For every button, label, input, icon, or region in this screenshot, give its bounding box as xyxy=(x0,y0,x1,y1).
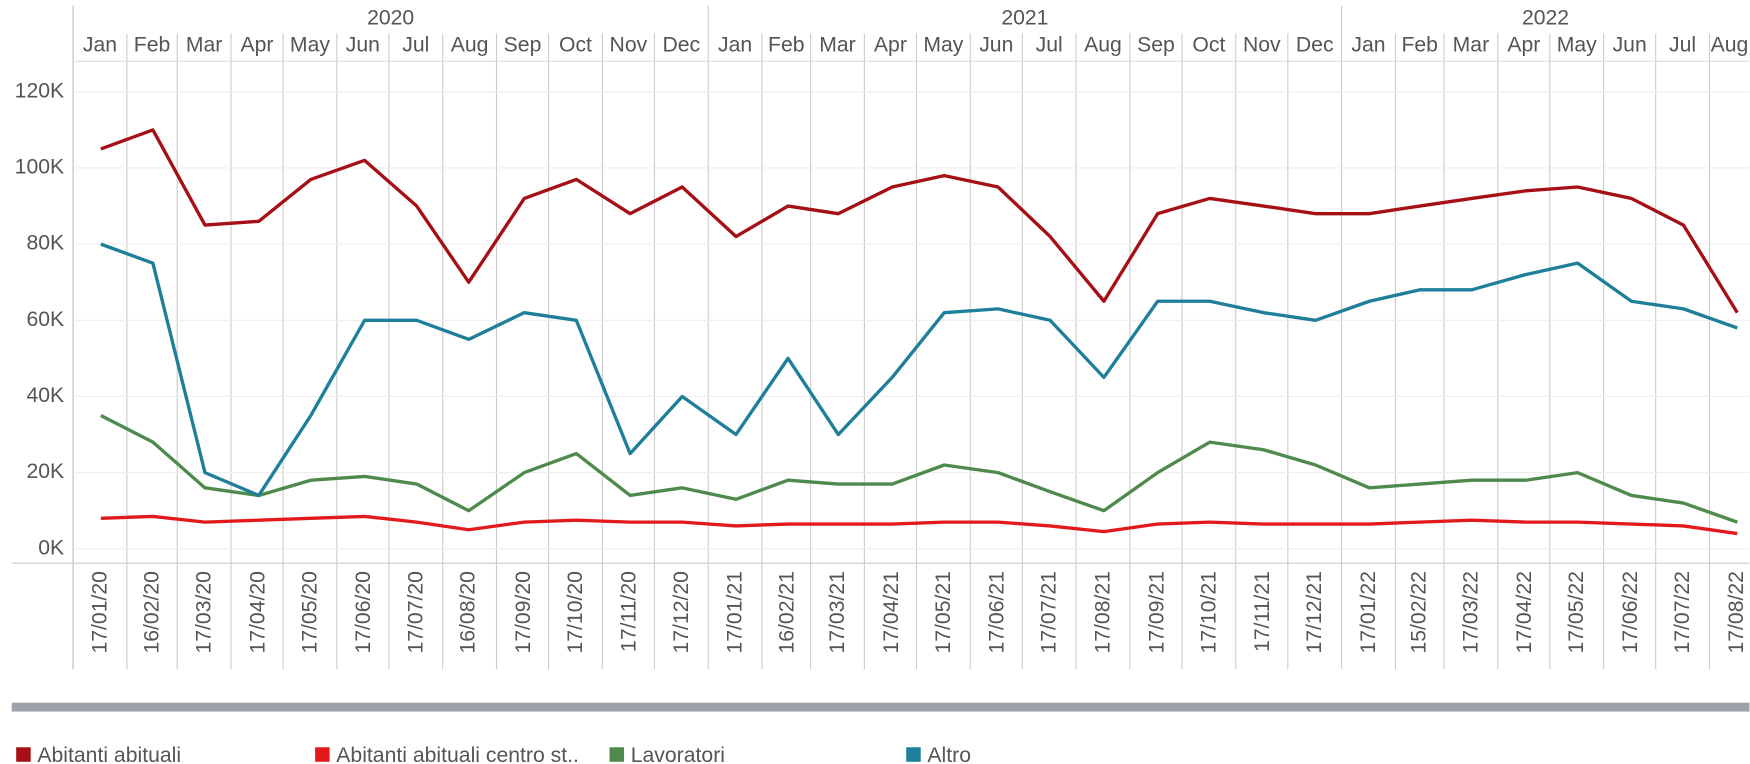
series-line xyxy=(100,242,1738,498)
x-tick-label: 17/03/21 xyxy=(826,571,849,653)
month-label: Mar xyxy=(1453,33,1490,56)
month-label: Mar xyxy=(819,33,856,56)
x-tick-label: 17/06/21 xyxy=(986,571,1009,653)
y-tick-label: 0K xyxy=(38,536,64,559)
x-tick-label: 17/06/20 xyxy=(352,571,375,653)
legend-label: Abitanti abituali xyxy=(37,744,181,764)
year-label: 2022 xyxy=(1522,7,1569,30)
x-tick-label: 17/10/21 xyxy=(1197,571,1220,653)
y-tick-label: 40K xyxy=(26,384,64,407)
month-label: May xyxy=(1557,33,1597,56)
x-tick-label: 17/07/20 xyxy=(404,571,427,653)
x-tick-label: 17/08/21 xyxy=(1091,571,1114,653)
month-label: Sep xyxy=(504,33,542,56)
month-label: May xyxy=(923,33,963,56)
month-label: Nov xyxy=(610,33,648,56)
x-tick-label: 17/01/21 xyxy=(724,571,747,653)
x-tick-label: 17/04/20 xyxy=(246,571,269,653)
legend-label: Lavoratori xyxy=(631,744,725,764)
x-tick-label: 17/05/20 xyxy=(298,571,321,653)
x-tick-label: 17/10/20 xyxy=(564,571,587,653)
month-label: Sep xyxy=(1137,33,1175,56)
series-line xyxy=(100,128,1739,314)
x-tick-label: 17/05/22 xyxy=(1565,571,1588,653)
month-label: Jun xyxy=(1613,33,1647,56)
month-label: Jul xyxy=(402,33,429,56)
x-tick-label: 17/07/21 xyxy=(1038,571,1061,653)
x-tick-label: 17/01/22 xyxy=(1357,571,1380,653)
month-label: Nov xyxy=(1243,33,1281,56)
series-line xyxy=(100,414,1738,524)
month-label: Jan xyxy=(1351,33,1385,56)
x-tick-label: 16/02/21 xyxy=(776,571,799,653)
x-tick-label: 17/03/20 xyxy=(193,571,216,653)
month-label: Aug xyxy=(1084,33,1122,56)
month-label: Jun xyxy=(346,33,380,56)
month-label: Jan xyxy=(718,33,752,56)
x-tick-label: 16/02/20 xyxy=(140,571,163,653)
month-label: Feb xyxy=(1401,33,1438,56)
x-tick-label: 17/09/21 xyxy=(1145,571,1168,653)
y-tick-label: 20K xyxy=(26,460,64,483)
month-label: Jul xyxy=(1036,33,1063,56)
x-tick-label: 17/05/21 xyxy=(932,571,955,653)
legend-label: Abitanti abituali centro st.. xyxy=(336,744,579,764)
y-tick-label: 120K xyxy=(15,79,64,102)
month-label: Feb xyxy=(134,33,171,56)
x-tick-label: 17/09/20 xyxy=(512,571,535,653)
month-label: Apr xyxy=(874,33,907,56)
month-label: Aug xyxy=(1711,33,1749,56)
month-label: May xyxy=(290,33,330,56)
legend-swatch xyxy=(16,747,31,762)
month-label: Jun xyxy=(979,33,1013,56)
x-tick-label: 17/08/22 xyxy=(1725,571,1748,653)
x-tick-label: 15/02/22 xyxy=(1407,571,1430,653)
legend-swatch xyxy=(609,747,625,762)
year-label: 2020 xyxy=(367,7,414,30)
x-tick-label: 17/01/20 xyxy=(88,571,111,653)
month-label: Jul xyxy=(1669,33,1696,56)
scrollbar[interactable] xyxy=(11,702,1750,712)
month-label: Jan xyxy=(83,33,117,56)
x-tick-label: 17/04/22 xyxy=(1513,571,1536,653)
y-tick-label: 60K xyxy=(26,308,64,331)
y-tick-label: 80K xyxy=(26,232,64,255)
month-label: Oct xyxy=(1192,33,1225,56)
month-label: Apr xyxy=(241,33,274,56)
x-tick-label: 17/03/22 xyxy=(1459,571,1482,653)
legend-swatch xyxy=(315,747,330,762)
legend-label: Altro xyxy=(927,744,971,764)
month-label: Dec xyxy=(1296,33,1334,56)
month-label: Dec xyxy=(662,33,700,56)
month-label: Aug xyxy=(451,33,489,56)
series-line xyxy=(100,514,1738,536)
x-tick-label: 17/12/20 xyxy=(670,571,693,653)
x-tick-label: 16/08/20 xyxy=(456,571,479,653)
legend-swatch xyxy=(906,747,921,762)
x-tick-label: 17/04/21 xyxy=(880,571,903,653)
y-tick-label: 100K xyxy=(15,156,64,179)
x-tick-label: 17/06/22 xyxy=(1619,571,1642,653)
month-label: Apr xyxy=(1507,33,1540,56)
month-label: Feb xyxy=(768,33,805,56)
x-tick-label: 17/07/22 xyxy=(1671,571,1694,653)
x-tick-label: 17/12/21 xyxy=(1303,571,1326,653)
year-label: 2021 xyxy=(1001,7,1048,30)
x-tick-label: 17/11/21 xyxy=(1251,571,1274,652)
month-label: Mar xyxy=(186,33,223,56)
month-label: Oct xyxy=(559,33,592,56)
x-tick-label: 17/11/20 xyxy=(618,571,641,652)
